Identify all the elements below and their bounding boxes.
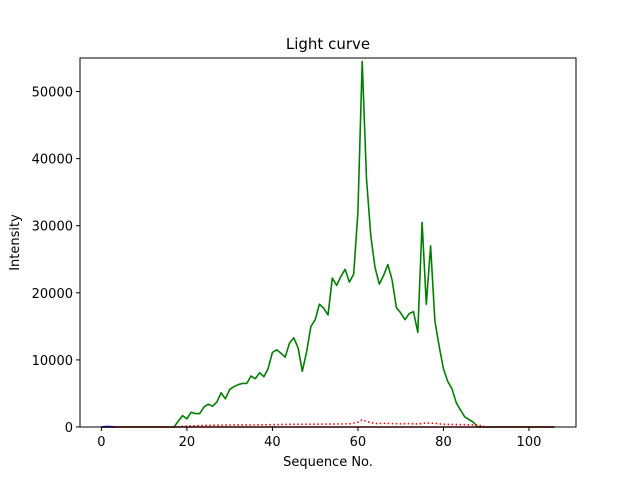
x-axis-label: Sequence No. <box>283 455 373 470</box>
y-tick-label: 40000 <box>32 153 73 168</box>
x-tick-label: 40 <box>264 435 281 450</box>
y-tick-label: 20000 <box>32 287 73 302</box>
x-axis-ticks: 0 20 40 60 80 100 <box>97 427 541 450</box>
y-axis-ticks: 0 10000 20000 30000 40000 50000 <box>32 86 80 436</box>
x-tick-label: 20 <box>179 435 196 450</box>
y-axis-label: Intensity <box>8 214 23 271</box>
x-tick-label: 80 <box>435 435 452 450</box>
x-tick-label: 0 <box>97 435 105 450</box>
chart-title: Light curve <box>286 35 370 53</box>
y-tick-label: 10000 <box>32 354 73 369</box>
plot-frame <box>79 57 577 428</box>
x-tick-label: 100 <box>517 435 542 450</box>
x-tick-label: 60 <box>350 435 367 450</box>
y-tick-label: 30000 <box>32 220 73 235</box>
y-tick-label: 50000 <box>32 86 73 101</box>
y-tick-label: 0 <box>65 421 73 436</box>
series-line-1 <box>101 418 555 428</box>
